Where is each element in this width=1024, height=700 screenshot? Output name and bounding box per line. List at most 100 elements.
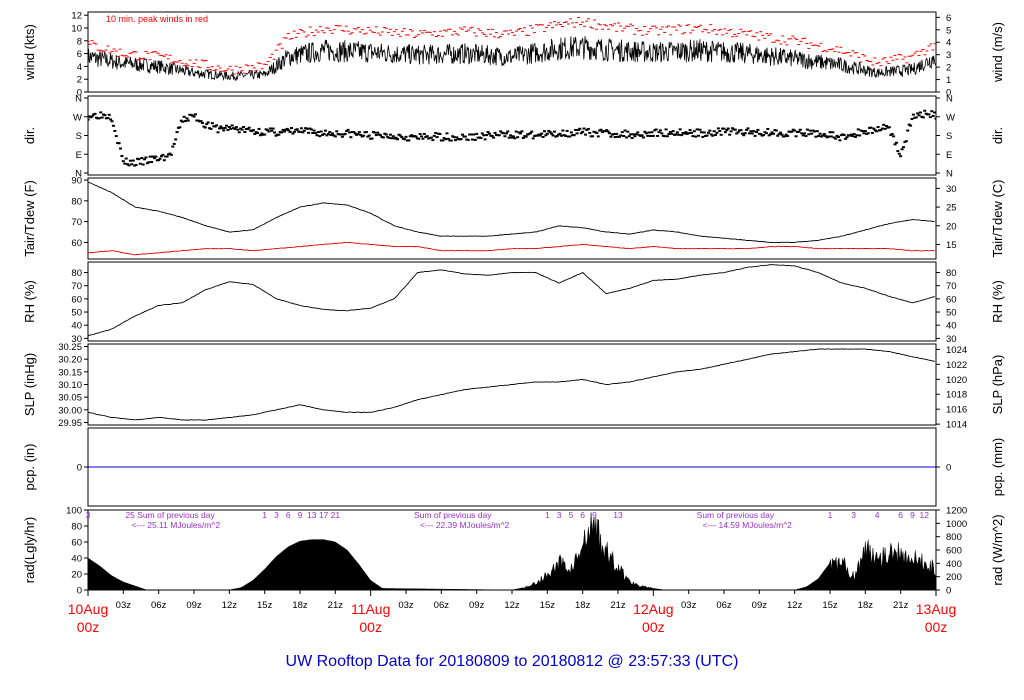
wind-dir-point: [627, 135, 631, 138]
wind-dir-point: [842, 134, 846, 137]
dir-ytick-label-left: N: [75, 94, 82, 105]
wind-dir-point: [697, 134, 701, 137]
wind-dir-point: [588, 131, 592, 134]
wind-dir-point: [169, 153, 173, 156]
wind-dir-point: [442, 137, 446, 140]
rh-ytick-label-right: 50: [946, 308, 957, 319]
x-tick-label: 03z: [398, 600, 414, 611]
wind-dir-point: [766, 127, 770, 130]
wind-dir-point: [220, 127, 224, 130]
wind-dir-point: [753, 134, 757, 137]
wind-dir-point: [159, 155, 163, 158]
wind-dir-point: [239, 127, 243, 130]
wind-dir-point: [828, 131, 832, 134]
wind-dir-point: [630, 137, 634, 140]
wind-dir-point: [237, 131, 241, 134]
wind-dir-point: [154, 155, 158, 158]
wind-dir-point: [329, 134, 333, 137]
wind-dir-point: [418, 132, 422, 135]
wind-dir-point: [373, 131, 377, 134]
wind-dir-point: [742, 134, 746, 137]
pcp-panel: 0 0 pcp. (in) pcp. (mm): [22, 427, 1005, 507]
wind-dir-point: [503, 135, 507, 138]
wind-dir-point: [927, 113, 931, 116]
wind-speed-line: [88, 36, 936, 82]
wind-dir-point: [106, 117, 110, 120]
temp-series-0: [88, 181, 935, 243]
rh-plot: [88, 264, 935, 337]
rh-ytick-label-left: 50: [71, 308, 82, 319]
slp-ytick-label-right: 1018: [946, 390, 967, 401]
wind-dir-point: [335, 130, 339, 133]
wind-dir-point: [770, 131, 774, 134]
wind-dir-point: [147, 161, 151, 164]
wind-dir-point: [257, 127, 261, 130]
wind-dir-point: [514, 130, 518, 133]
wind-dir-point: [306, 131, 310, 134]
wind-dir-point: [928, 116, 932, 119]
wind-dir-point: [497, 134, 501, 137]
wind-dir-point: [608, 132, 612, 135]
wind-dir-point: [762, 134, 766, 137]
wind-dir-point: [675, 131, 679, 134]
wind-dir-point: [217, 127, 221, 130]
wind-dir-point: [165, 155, 169, 158]
wind-dir-point: [572, 134, 576, 137]
wind-dir-point: [346, 128, 350, 131]
wind-dir-point: [407, 139, 411, 142]
wind-dir-point: [876, 126, 880, 129]
rad-hour-label: 9: [910, 510, 915, 520]
wind-dir-point: [391, 135, 395, 138]
wind-dir-point: [459, 138, 463, 141]
wind-dir-point: [225, 124, 229, 127]
wind-dir-point: [565, 129, 569, 132]
rad-hour-label: 3: [274, 510, 279, 520]
wind-dir-point: [658, 129, 662, 132]
wind-dir-point: [340, 135, 344, 138]
wind-dir-point: [253, 132, 257, 135]
wind-dir-point: [574, 128, 578, 131]
daily-sum-value: <--- 25.11 MJoules/m^2: [131, 520, 220, 530]
wind-dir-point: [771, 132, 775, 135]
wind-dir-point: [174, 138, 178, 141]
wind-dir-point: [716, 127, 720, 130]
wind-dir-point: [531, 137, 535, 140]
wind-dir-point: [870, 131, 874, 134]
wind-dir-point: [400, 136, 404, 139]
wind-dir-point: [692, 130, 696, 133]
wind-dir-point: [364, 131, 368, 134]
wind-dir-point: [550, 132, 554, 135]
wind-dir-point: [687, 132, 691, 135]
wind-dir-point: [318, 135, 322, 138]
wind-dir-point: [137, 158, 141, 161]
wind-dir-point: [774, 129, 778, 132]
wind-dir-point: [117, 142, 121, 145]
wind-dir-point: [821, 134, 825, 137]
rh-ytick-label-right: 40: [946, 321, 957, 332]
wind-dir-point: [270, 129, 274, 132]
wind-dir-point: [357, 131, 361, 134]
wind-dir-point: [851, 135, 855, 138]
wind-dir-point: [510, 136, 514, 139]
time-axis: 03z 06z 09z 12z 15z 18z 21z 03z 06z 09z 12z 15z 18z 2…: [68, 590, 956, 635]
wind-dir-point: [292, 130, 296, 133]
slp-ytick-label-left: 30.20: [58, 355, 82, 366]
wind-dir-point: [463, 135, 467, 138]
wind-dir-point: [128, 159, 132, 162]
wind-dir-point: [899, 155, 903, 158]
wind-ytick-label-right: 5: [946, 25, 951, 36]
wind-dir-point: [349, 136, 353, 139]
wind-dir-point: [747, 132, 751, 135]
wind-dir-point: [633, 135, 637, 138]
rad-panel: 020406080100020040060080010001200rad(Lgl…: [22, 506, 1005, 597]
wind-dir-point: [561, 129, 565, 132]
wind-dir-point: [396, 138, 400, 141]
wind-dir-point: [547, 129, 551, 132]
wind-dir-point: [103, 114, 107, 117]
wind-dir-point: [114, 135, 118, 138]
wind-dir-point: [815, 130, 819, 133]
wind-dir-point: [866, 132, 870, 135]
wind-dir-point: [236, 128, 240, 131]
wind-dir-point: [812, 130, 816, 133]
